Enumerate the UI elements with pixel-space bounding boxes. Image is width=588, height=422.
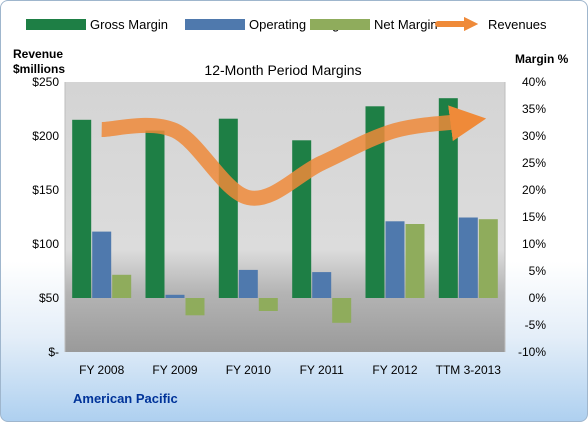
bar-operating-margin-fy-2011 bbox=[312, 272, 332, 298]
right-tick-label: 40% bbox=[522, 75, 546, 89]
left-axis-label-line1: Revenue bbox=[13, 47, 63, 61]
right-tick-label: 10% bbox=[522, 237, 546, 251]
bar-net-margin-fy-2008 bbox=[112, 274, 132, 298]
bar-net-margin-fy-2010 bbox=[258, 298, 278, 311]
revenues-line bbox=[101, 105, 487, 206]
legend: Gross Margin Operating Margin Net Margin… bbox=[26, 16, 547, 32]
right-axis-label: Margin % bbox=[515, 52, 569, 66]
bar-operating-margin-ttm-3-2013 bbox=[458, 217, 478, 298]
company-name: American Pacific bbox=[73, 391, 178, 406]
x-tick-label-fy-2010: FY 2010 bbox=[226, 363, 271, 377]
right-tick-label: -10% bbox=[518, 345, 546, 359]
right-tick-label: 25% bbox=[522, 156, 546, 170]
bar-net-margin-ttm-3-2013 bbox=[478, 219, 498, 298]
left-tick-label: $200 bbox=[32, 129, 59, 143]
bar-operating-margin-fy-2010 bbox=[238, 269, 258, 298]
right-tick-label: 20% bbox=[522, 183, 546, 197]
left-tick-label: $100 bbox=[32, 237, 59, 251]
legend-swatch-operating-margin bbox=[185, 19, 245, 30]
legend-label-revenues: Revenues bbox=[488, 17, 547, 32]
left-tick-label: $- bbox=[48, 345, 59, 359]
right-tick-label: 0% bbox=[529, 291, 547, 305]
x-tick-label-fy-2012: FY 2012 bbox=[372, 363, 417, 377]
x-tick-label-fy-2011: FY 2011 bbox=[300, 363, 345, 377]
left-axis-label-line2: $millions bbox=[13, 62, 65, 76]
revenues-point-ttm-3-2013 bbox=[468, 120, 469, 121]
bar-gross-margin-ttm-3-2013 bbox=[438, 98, 458, 298]
x-axis-tick-labels: FY 2008 FY 2009 FY 2010 FY 2011 FY 2012 TTM 3… bbox=[79, 363, 501, 377]
revenues-point-fy-2008 bbox=[101, 129, 102, 130]
revenues-point-fy-2010 bbox=[248, 197, 249, 198]
right-tick-label: 35% bbox=[522, 102, 546, 116]
bar-gross-margin-fy-2010 bbox=[218, 118, 238, 298]
revenues-point-fy-2009 bbox=[175, 130, 176, 131]
bar-gross-margin-fy-2008 bbox=[72, 119, 92, 298]
legend-swatch-net-margin bbox=[310, 19, 370, 30]
right-tick-label: 30% bbox=[522, 129, 546, 143]
bar-net-margin-fy-2012 bbox=[405, 224, 425, 298]
bar-operating-margin-fy-2008 bbox=[92, 231, 112, 298]
left-tick-label: $150 bbox=[32, 183, 59, 197]
bar-net-margin-fy-2011 bbox=[332, 298, 352, 323]
legend-label-net-margin: Net Margin bbox=[374, 17, 438, 32]
revenues-point-fy-2012 bbox=[395, 130, 396, 131]
revenues-point-fy-2011 bbox=[321, 163, 322, 164]
bar-gross-margin-fy-2012 bbox=[365, 106, 385, 298]
right-axis-ticks: -10% -5% 0% 5% 10% 15% 20% 25% 30% 35% 40% bbox=[518, 75, 546, 359]
right-tick-label: -5% bbox=[525, 318, 547, 332]
chart-title: 12-Month Period Margins bbox=[204, 62, 361, 78]
right-tick-label: 15% bbox=[522, 210, 546, 224]
x-tick-label-fy-2009: FY 2009 bbox=[152, 363, 197, 377]
bar-net-margin-fy-2009 bbox=[185, 298, 205, 316]
x-tick-label-ttm-3-2013: TTM 3-2013 bbox=[436, 363, 502, 377]
revenues-series-group bbox=[101, 105, 487, 206]
left-axis-ticks: $- $50 $100 $150 $200 $250 bbox=[32, 75, 59, 359]
legend-label-gross-margin: Gross Margin bbox=[90, 17, 168, 32]
legend-swatch-gross-margin bbox=[26, 19, 86, 30]
left-tick-label: $50 bbox=[39, 291, 59, 305]
bar-operating-margin-fy-2009 bbox=[165, 294, 185, 298]
right-tick-label: 5% bbox=[529, 264, 547, 278]
x-tick-label-fy-2008: FY 2008 bbox=[79, 363, 124, 377]
left-tick-label: $250 bbox=[32, 75, 59, 89]
bar-operating-margin-fy-2012 bbox=[385, 221, 405, 298]
bar-gross-margin-fy-2009 bbox=[145, 130, 165, 298]
